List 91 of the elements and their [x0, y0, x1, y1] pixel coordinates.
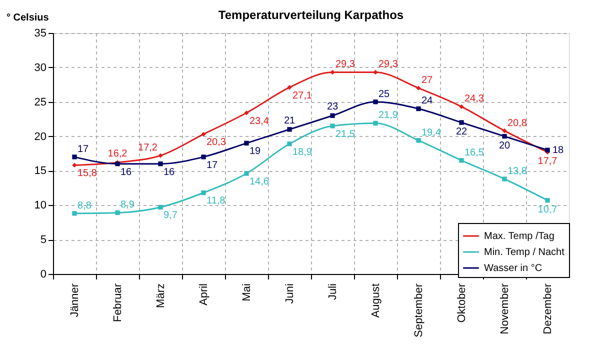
- data-label: 8,8: [78, 200, 92, 212]
- data-label: 23: [326, 102, 338, 113]
- y-tick-label: 15: [34, 165, 46, 178]
- data-label: 14,6: [250, 176, 270, 188]
- data-label: 16: [120, 166, 132, 178]
- y-tick-label: 0: [40, 268, 46, 280]
- point: [287, 142, 292, 146]
- legend-label: Min. Temp / Nacht: [484, 247, 565, 258]
- x-tick-label: Februar: [112, 283, 124, 322]
- data-label: 21: [284, 115, 296, 126]
- data-label: 20: [498, 140, 510, 152]
- y-axis-title: ° Celsius: [6, 12, 50, 24]
- data-label: 19,4: [422, 127, 442, 138]
- point: [287, 85, 292, 90]
- data-label: 17,7: [538, 156, 558, 168]
- data-label: 21,5: [336, 128, 356, 140]
- y-tick-label: 35: [34, 28, 46, 40]
- point: [459, 104, 464, 110]
- point: [416, 106, 421, 112]
- data-label: 18: [552, 145, 564, 156]
- x-tick-label: Dezember: [542, 283, 554, 334]
- data-label: 25: [378, 88, 390, 100]
- x-tick-label: November: [499, 283, 511, 334]
- data-label: 29,3: [336, 59, 356, 70]
- data-label: 15,8: [78, 168, 98, 180]
- data-label: 11,8: [206, 196, 226, 207]
- y-tick-label: 5: [40, 234, 46, 246]
- data-label: 8,9: [120, 200, 135, 211]
- y-tick-label: 30: [34, 62, 46, 74]
- data-label: 20,8: [508, 118, 528, 129]
- point: [373, 120, 378, 126]
- point: [244, 171, 249, 176]
- x-tick-label: Juli: [327, 284, 339, 300]
- legend-label: Wasser in °C: [484, 263, 542, 274]
- point: [459, 120, 464, 125]
- data-label: 17: [206, 160, 218, 171]
- data-label: 24,3: [464, 94, 484, 105]
- point: [158, 153, 163, 158]
- data-label: 17,2: [138, 142, 158, 154]
- point: [330, 124, 335, 128]
- data-label: 9,7: [164, 210, 178, 222]
- point: [244, 110, 249, 116]
- data-label: 19: [250, 146, 262, 158]
- point: [72, 162, 77, 168]
- point: [158, 161, 163, 166]
- x-tick-label: Jänner: [69, 283, 81, 318]
- x-tick-label: Oktober: [456, 283, 468, 323]
- x-tick-label: Mai: [241, 284, 253, 302]
- x-tick-label: September: [413, 283, 425, 338]
- point: [373, 100, 378, 104]
- data-label: 22: [456, 126, 468, 138]
- data-label: 24: [422, 96, 434, 107]
- data-label: 27,1: [292, 90, 312, 102]
- point: [545, 198, 550, 203]
- data-label: 16: [164, 166, 176, 178]
- data-label: 10,7: [538, 204, 558, 216]
- data-label: 27: [422, 75, 434, 86]
- point: [502, 128, 507, 134]
- data-label: 23,4: [250, 116, 270, 127]
- y-tick-label: 10: [34, 200, 46, 212]
- point: [502, 176, 507, 182]
- chart-title: Temperaturverteilung Karpathos: [218, 8, 404, 22]
- point: [115, 210, 120, 216]
- point: [459, 158, 464, 163]
- y-tick-label: 20: [34, 130, 46, 143]
- data-label: 21,9: [378, 110, 398, 122]
- x-tick-label: Juni: [284, 284, 296, 304]
- point: [201, 190, 206, 196]
- legend-label: Max. Temp /Tag: [484, 231, 554, 242]
- point: [287, 127, 292, 132]
- x-tick-label: August: [370, 284, 382, 318]
- x-tick-label: März: [155, 284, 167, 308]
- data-label: 17: [78, 144, 90, 155]
- point: [244, 140, 249, 146]
- data-label: 16,2: [108, 148, 128, 160]
- point: [502, 134, 507, 139]
- x-tick-label: April: [198, 284, 210, 306]
- point: [72, 154, 77, 160]
- point: [416, 138, 421, 143]
- point: [201, 132, 206, 137]
- y-tick-label: 25: [34, 96, 46, 108]
- data-label: 16,5: [464, 147, 484, 158]
- point: [330, 113, 335, 118]
- data-label: 13,8: [508, 166, 528, 177]
- point: [201, 154, 206, 160]
- data-label: 20,3: [206, 137, 226, 148]
- data-label: 29,3: [378, 59, 398, 70]
- point: [158, 204, 163, 210]
- point: [416, 86, 421, 90]
- data-label: 18,9: [292, 146, 312, 158]
- point: [72, 211, 77, 216]
